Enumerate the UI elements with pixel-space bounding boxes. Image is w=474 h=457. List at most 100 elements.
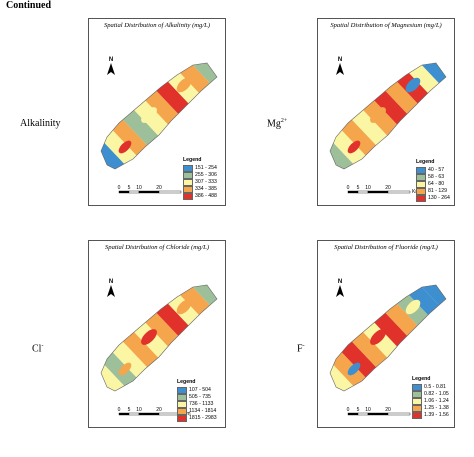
map-svg: N051020Km: [100, 279, 218, 417]
map-zone: [330, 349, 375, 391]
map-panel-fluoride: Spatial Distribution of Fluoride (mg/L) …: [317, 240, 455, 428]
map-outline: [100, 284, 218, 392]
legend-swatch: [416, 194, 426, 202]
map-panel-alkalinity: Spatial Distribution of Alkalinity (mg/L…: [88, 18, 226, 206]
scale-segment: [118, 190, 130, 194]
legend-item: 386 - 488: [183, 192, 217, 200]
legend-swatch: [183, 192, 193, 200]
legend-label: 58 - 63: [428, 173, 445, 180]
map-title: Spatial Distribution of Chloride (mg/L): [104, 244, 210, 251]
map-zone: [174, 63, 217, 105]
row-label-magnesium: Mg2+: [267, 118, 288, 130]
north-arrow-icon: [336, 63, 344, 75]
north-label: N: [109, 279, 113, 285]
legend-item: 130 - 264: [416, 194, 450, 202]
north-label: N: [109, 57, 113, 63]
legend-swatch: [183, 185, 193, 193]
legend-swatch: [416, 166, 426, 174]
scale-tick-label: 20: [385, 185, 391, 191]
map-zone: [176, 77, 192, 93]
scale-tick-label: 5: [357, 185, 360, 191]
scale-bar: 051020Km: [118, 185, 191, 195]
legend-item: 334 - 385: [183, 185, 217, 193]
legend-label: 0.82 - 1.05: [424, 390, 449, 397]
legend-label: 307 - 333: [195, 178, 217, 185]
legend-label: 151 - 254: [195, 164, 217, 171]
map-zone: [403, 285, 446, 327]
map-zone: [101, 127, 146, 169]
map-svg: N051020Km: [100, 57, 218, 195]
legend-item: 736 - 1133: [177, 400, 217, 408]
legend-label: 81 - 129: [428, 187, 448, 194]
north-label: N: [338, 279, 342, 285]
scale-segment: [387, 412, 411, 416]
legend-swatch: [177, 407, 187, 415]
map-zone: [405, 299, 421, 315]
legend-swatch: [177, 386, 187, 394]
legend-label: 255 - 306: [195, 171, 217, 178]
legend-item: 64 - 80: [416, 180, 450, 188]
legend-label: 64 - 80: [428, 180, 445, 187]
map-legend: Legend 151 - 254 255 - 306 307 - 333 334 - …: [183, 157, 217, 200]
scale-tick-label: 0: [347, 185, 350, 191]
map-panel-magnesium: Spatial Distribution of Magnesium (mg/L)…: [317, 18, 455, 206]
scale-segment: [138, 190, 160, 194]
legend-label: 1134 - 1814: [189, 407, 217, 414]
map-zone: [370, 329, 386, 345]
legend-swatch: [416, 173, 426, 181]
scale-tick-label: 0: [347, 407, 350, 413]
map-zone: [347, 140, 361, 154]
map-zone: [176, 299, 192, 315]
legend-label: 1.06 - 1.24: [424, 397, 449, 404]
map-legend: Legend 107 - 504 505 - 735 736 - 1133 1134 …: [177, 379, 217, 422]
scale-tick-label: 20: [385, 407, 391, 413]
scale-bar: 051020Km: [347, 407, 420, 417]
legend-title: Legend: [412, 376, 431, 382]
map-zone: [347, 362, 361, 376]
legend-item: 307 - 333: [183, 178, 217, 186]
legend-swatch: [412, 383, 422, 391]
row-label-chloride: Cl-: [32, 343, 44, 355]
legend-swatch: [183, 178, 193, 186]
legend-label: 130 - 264: [428, 194, 450, 201]
legend-item: 1.06 - 1.24: [412, 397, 449, 405]
scale-segment: [128, 190, 140, 194]
map-outline: [329, 62, 447, 170]
legend-item: 0.5 - 0.81: [412, 383, 449, 391]
scale-unit: Km: [412, 189, 420, 195]
legend-swatch: [416, 187, 426, 195]
legend-label: 1.25 - 1.38: [424, 404, 449, 411]
map-panel-chloride: Spatial Distribution of Chloride (mg/L) …: [88, 240, 226, 428]
scale-tick-label: 10: [136, 185, 142, 191]
legend-swatch: [416, 180, 426, 188]
scale-tick-label: 10: [365, 407, 371, 413]
legend-item: 81 - 129: [416, 187, 450, 195]
legend-item: 151 - 254: [183, 164, 217, 172]
scale-bar: 051020Km: [347, 185, 420, 195]
scale-tick-label: 5: [357, 407, 360, 413]
legend-item: 1.39 - 1.56: [412, 411, 449, 419]
map-zone: [141, 107, 157, 123]
legend-swatch: [412, 390, 422, 398]
legend-swatch: [412, 411, 422, 419]
map-title: Spatial Distribution of Alkalinity (mg/L…: [103, 22, 211, 29]
map-zone: [141, 329, 157, 345]
map-zone: [118, 362, 132, 376]
scale-segment: [128, 412, 140, 416]
legend-item: 505 - 735: [177, 393, 217, 401]
legend-swatch: [412, 397, 422, 405]
north-arrow-icon: [336, 285, 344, 297]
scale-segment: [158, 190, 182, 194]
scale-tick-label: 20: [156, 185, 162, 191]
scale-segment: [347, 412, 359, 416]
legend-item: 1815 - 2983: [177, 414, 217, 422]
scale-segment: [357, 412, 369, 416]
legend-item: 107 - 504: [177, 386, 217, 394]
scale-segment: [367, 190, 389, 194]
legend-label: 386 - 488: [195, 192, 217, 199]
legend-item: 1.25 - 1.38: [412, 404, 449, 412]
map-zone: [405, 77, 421, 93]
scale-segment: [138, 412, 160, 416]
legend-swatch: [177, 400, 187, 408]
scale-segment: [347, 190, 359, 194]
